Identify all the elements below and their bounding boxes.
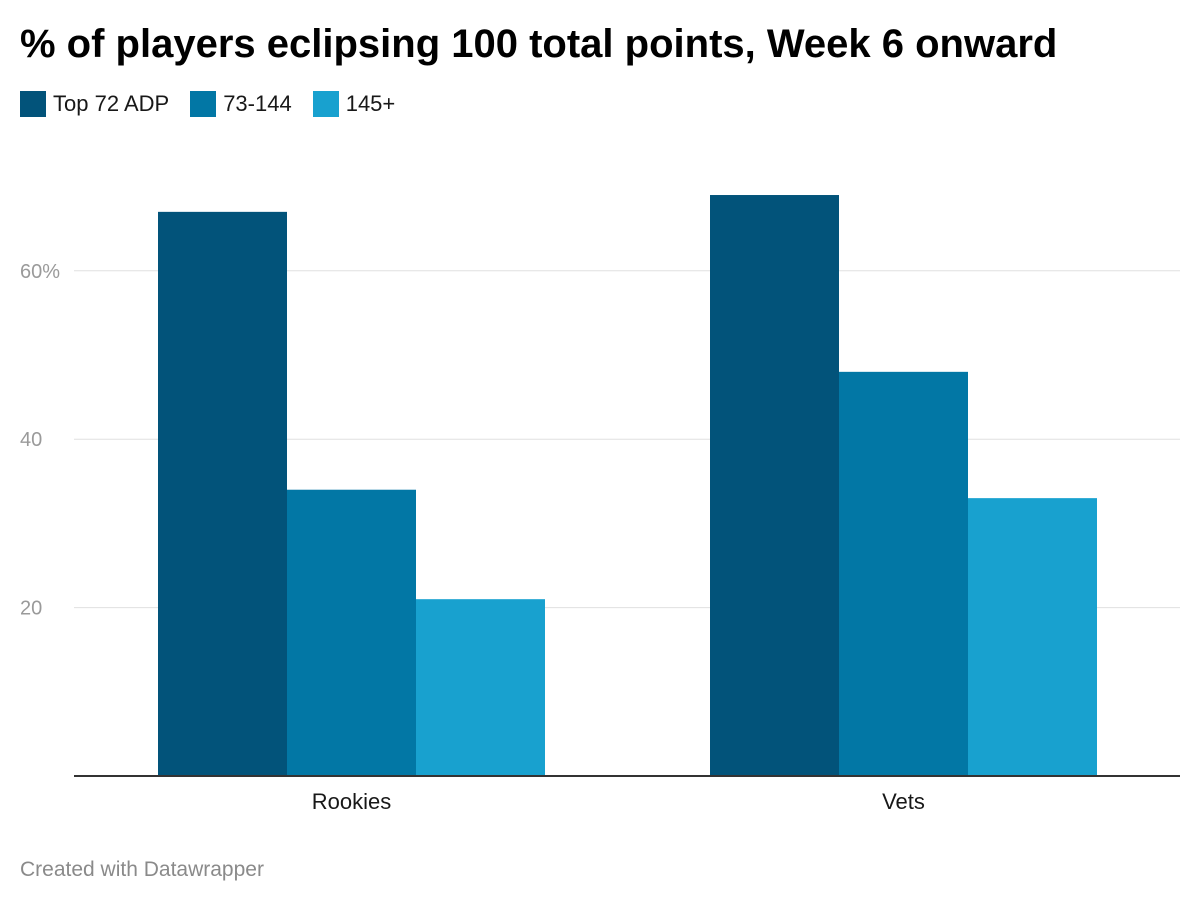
bar-rookies-145 bbox=[416, 599, 545, 776]
legend-swatch-top-72-adp bbox=[20, 91, 46, 117]
legend-swatch-73-144 bbox=[190, 91, 217, 117]
footer-credit: Created with Datawrapper bbox=[20, 858, 264, 881]
legend-item-top-72-adp: Top 72 ADP bbox=[20, 91, 169, 117]
bar-vets-top-72-adp bbox=[710, 195, 839, 776]
bar-rookies-top-72-adp bbox=[158, 211, 287, 777]
legend-label-73-144: 73-144 bbox=[223, 91, 292, 116]
y-tick-label-20: 20 bbox=[20, 598, 42, 620]
legend: Top 72 ADP 73-144 145+ bbox=[20, 90, 416, 118]
legend-swatch-145-plus bbox=[312, 91, 339, 117]
x-category-label-vets: Vets bbox=[882, 789, 925, 814]
axis-labels: 20 40 60% Rookies Vets bbox=[20, 261, 925, 814]
x-category-label-rookies: Rookies bbox=[312, 789, 391, 814]
legend-label-145-plus: 145+ bbox=[345, 91, 396, 116]
bar-vets-73-144 bbox=[839, 371, 968, 776]
bars bbox=[158, 195, 1097, 777]
legend-item-73-144: 73-144 bbox=[190, 91, 292, 117]
chart-title: % of players eclipsing 100 total points,… bbox=[20, 22, 1058, 66]
y-tick-label-40: 40 bbox=[20, 429, 42, 451]
y-tick-label-60: 60% bbox=[20, 261, 60, 283]
legend-label-top-72-adp: Top 72 ADP bbox=[53, 91, 170, 116]
legend-item-145-plus: 145+ bbox=[312, 91, 396, 117]
bar-vets-145 bbox=[968, 498, 1097, 776]
bar-rookies-73-144 bbox=[287, 489, 416, 776]
